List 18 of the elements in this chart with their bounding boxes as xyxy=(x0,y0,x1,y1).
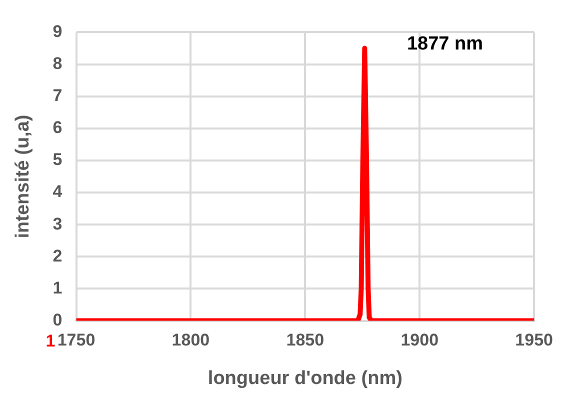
x-tick-label: 1850 xyxy=(286,330,324,350)
x-tick-label: 1800 xyxy=(172,330,210,350)
y-tick-label: 0 xyxy=(52,310,62,330)
y-tick-label: 3 xyxy=(52,214,62,234)
x-tick-label: 1950 xyxy=(515,330,554,350)
x-tick-label: 1900 xyxy=(400,330,439,350)
y-tick-label: 5 xyxy=(52,150,62,170)
y-tick-label: 1 xyxy=(52,278,62,298)
y-tick-label: 4 xyxy=(52,182,63,202)
y-tick-label: 2 xyxy=(52,246,62,266)
annotation: 1877 nm xyxy=(406,33,484,54)
x-axis-title: longueur d'onde (nm) xyxy=(208,368,402,389)
y-tick-label: 8 xyxy=(52,54,62,73)
x-tick-label: 1750 xyxy=(57,330,96,350)
y-tick-label: 9 xyxy=(52,22,62,41)
y-tick-label: 7 xyxy=(52,86,62,106)
y-tick-label: 6 xyxy=(52,118,62,138)
y-axis-title: intensité (u,a) xyxy=(12,114,34,238)
